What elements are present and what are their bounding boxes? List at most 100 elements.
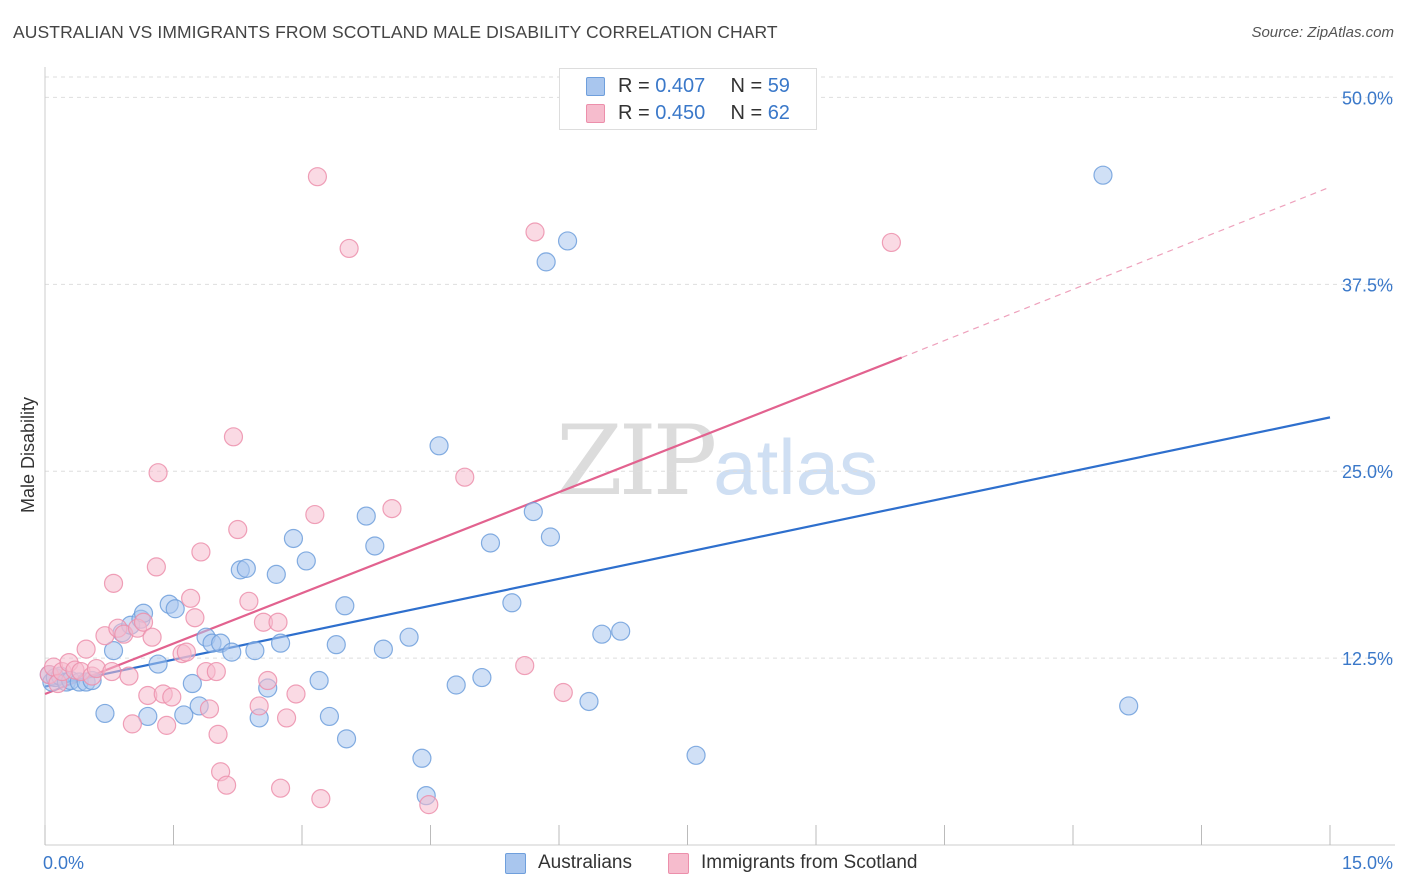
chart-title: AUSTRALIAN VS IMMIGRANTS FROM SCOTLAND M…: [13, 22, 778, 42]
point-scotland: [185, 608, 205, 628]
point-australians: [446, 675, 466, 695]
source-label: Source: ZipAtlas.com: [1251, 24, 1394, 41]
point-australians: [579, 691, 599, 712]
point-australians: [399, 627, 419, 647]
scotland-swatch: [586, 104, 605, 123]
point-scotland: [103, 573, 124, 593]
point-australians: [165, 599, 185, 619]
legend-label: Immigrants from Scotland: [701, 852, 918, 873]
point-scotland: [239, 591, 259, 611]
r-value: 0.450: [655, 102, 706, 124]
point-australians: [540, 527, 561, 547]
r-label: R =: [618, 75, 656, 97]
axis-ticks: [44, 825, 1331, 845]
point-australians: [1119, 696, 1139, 716]
point-scotland: [881, 232, 901, 253]
point-australians: [557, 231, 578, 251]
point-scotland: [122, 714, 142, 734]
point-scotland: [176, 642, 196, 662]
point-scotland: [276, 708, 297, 728]
n-label: N =: [730, 102, 768, 124]
x-tick-label: 15.0%: [1342, 853, 1393, 873]
y-tick-label: 25.0%: [1342, 462, 1393, 482]
point-australians: [611, 621, 631, 641]
point-australians: [296, 551, 316, 571]
point-australians: [356, 506, 376, 526]
point-scotland: [249, 696, 269, 716]
r-value: 0.407: [655, 75, 706, 97]
point-scotland: [382, 498, 402, 519]
point-australians: [283, 528, 304, 549]
point-australians: [480, 533, 501, 553]
y-tick-label: 50.0%: [1342, 88, 1393, 108]
x-tick-label: 0.0%: [43, 853, 84, 873]
point-australians: [174, 705, 194, 725]
point-scotland: [142, 627, 162, 647]
stats-legend: R = 0.407 N = 59 R = 0.450 N = 62: [559, 68, 817, 130]
point-australians: [319, 706, 340, 727]
point-scotland: [305, 504, 325, 525]
point-australians: [336, 729, 357, 749]
point-scotland: [311, 789, 331, 809]
point-scotland: [206, 661, 226, 682]
n-label: N =: [730, 75, 768, 97]
point-scotland: [157, 715, 177, 735]
point-australians: [523, 501, 543, 522]
trend-line-australians: [44, 416, 1331, 688]
point-scotland: [553, 682, 573, 703]
scotland-legend-swatch: [668, 853, 689, 874]
point-australians: [429, 436, 449, 456]
point-scotland: [181, 588, 201, 608]
point-australians: [373, 639, 393, 659]
point-australians: [592, 624, 612, 644]
point-scotland: [286, 684, 306, 704]
n-value: 59: [767, 75, 790, 97]
point-scotland: [515, 655, 535, 676]
point-scotland: [133, 612, 154, 632]
data-points: [39, 165, 1139, 815]
point-australians: [412, 748, 432, 768]
axes: [44, 67, 1395, 846]
trend-line-scotland: [44, 356, 903, 696]
point-australians: [148, 654, 168, 674]
point-scotland: [525, 222, 545, 242]
tick-labels: 12.5% 25.0% 37.5% 50.0% 0.0% 15.0%: [43, 88, 1393, 873]
y-tick-label: 12.5%: [1342, 649, 1393, 669]
point-scotland: [199, 699, 220, 719]
point-australians: [266, 564, 286, 584]
legend-label: Australians: [538, 852, 632, 873]
point-scotland: [223, 427, 244, 447]
point-australians: [326, 635, 346, 655]
point-australians: [222, 642, 242, 662]
r-label: R =: [618, 102, 656, 124]
point-scotland: [307, 167, 328, 187]
point-scotland: [268, 612, 288, 632]
point-scotland: [208, 724, 228, 744]
point-australians: [472, 667, 492, 688]
point-scotland: [258, 670, 278, 691]
trend-lines: [44, 186, 1331, 696]
point-scotland: [228, 519, 248, 540]
point-scotland: [270, 778, 291, 798]
point-scotland: [162, 687, 182, 707]
point-scotland: [339, 238, 359, 259]
point-australians: [103, 641, 124, 661]
point-australians: [1093, 165, 1113, 185]
point-australians: [182, 673, 202, 694]
point-australians: [502, 593, 522, 613]
point-scotland: [148, 463, 168, 483]
point-scotland: [119, 666, 139, 686]
y-tick-label: 37.5%: [1342, 275, 1393, 295]
australians-legend-swatch: [505, 853, 526, 874]
y-axis-label: Male Disability: [18, 397, 38, 513]
point-australians: [236, 558, 256, 578]
point-australians: [335, 596, 355, 616]
point-australians: [245, 641, 265, 661]
point-australians: [95, 703, 115, 724]
point-scotland: [102, 661, 122, 682]
point-scotland: [419, 795, 439, 815]
point-scotland: [455, 467, 475, 487]
point-scotland: [191, 542, 211, 562]
point-scotland: [217, 775, 237, 795]
